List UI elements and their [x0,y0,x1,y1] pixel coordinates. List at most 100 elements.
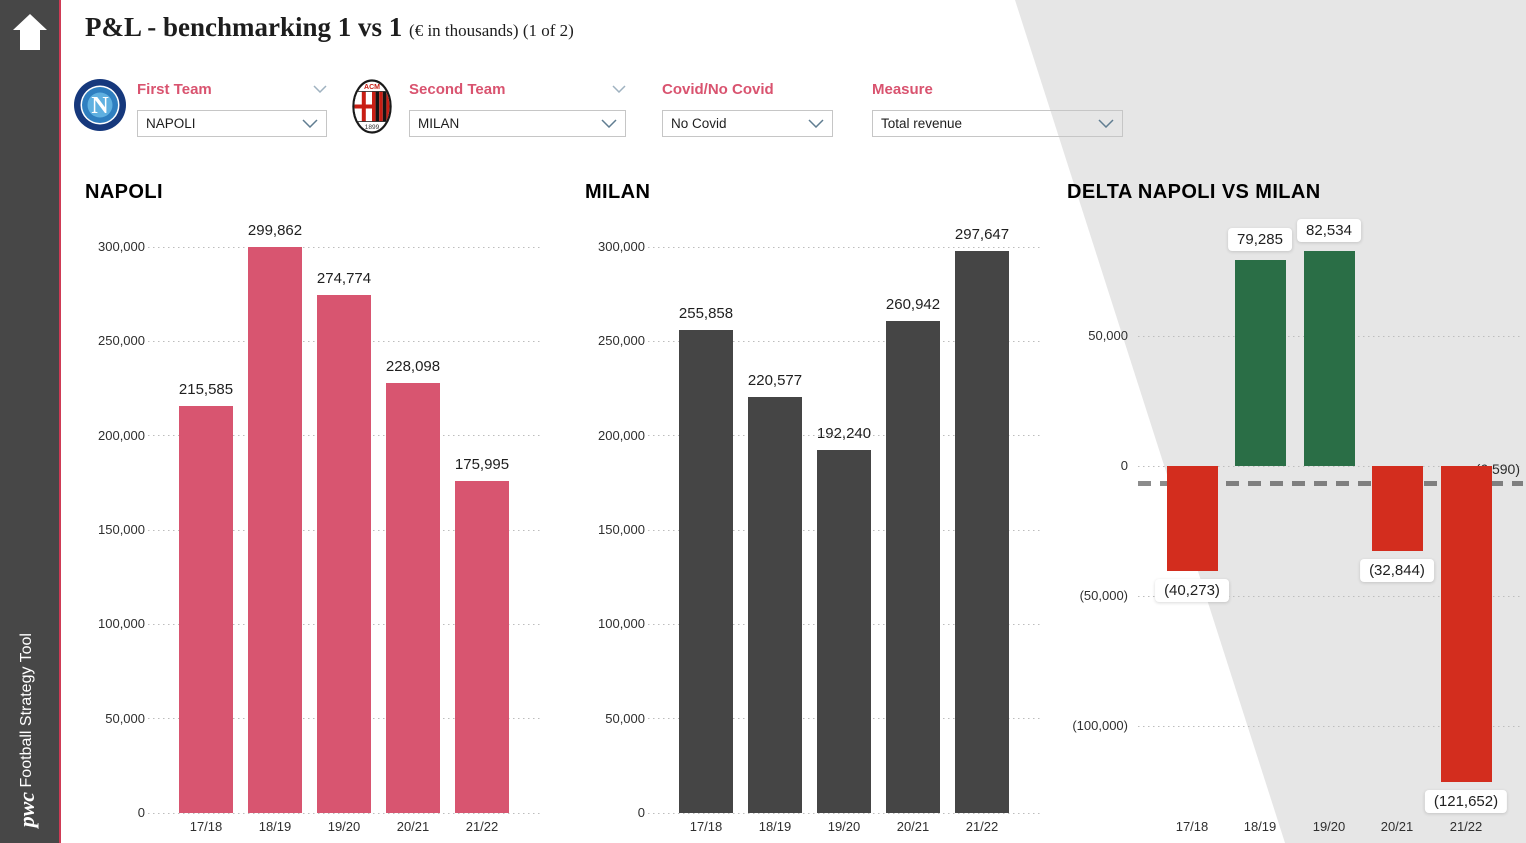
gridline [648,812,1040,814]
y-axis-tick: (50,000) [1079,588,1128,603]
filter-second-team: ACM 1899 Second Team MILAN [352,79,626,137]
covid-select[interactable]: No Covid [662,110,833,137]
x-axis-label: 19/20 [827,819,861,834]
y-axis-tick: (100,000) [1072,718,1128,733]
page-header: P&L - benchmarking 1 vs 1 (€ in thousand… [85,12,574,43]
y-axis-tick: 250,000 [98,333,145,349]
x-axis-label: 19/20 [1312,819,1346,834]
first-team-select-value: NAPOLI [146,116,196,131]
page-subtitle: (€ in thousands) (1 of 2) [409,21,574,40]
bar-18-19[interactable] [748,396,802,813]
x-axis-label: 17/18 [1175,819,1209,834]
bar-19-20[interactable] [817,450,871,813]
covid-select-value: No Covid [671,116,727,131]
filter-measure-label: Measure [872,80,933,98]
first-team-select[interactable]: NAPOLI [137,110,327,137]
y-axis-tick: 100,000 [598,616,645,632]
x-axis-label: 18/19 [1243,819,1277,834]
brand-product-name: Football Strategy Tool [18,632,35,788]
bar-21-22[interactable] [955,251,1009,813]
x-axis-label: 18/19 [258,819,292,834]
page-title: P&L - benchmarking 1 vs 1 (€ in thousand… [85,12,574,43]
bar-value-label: 297,647 [954,226,1010,244]
bar-value-label: 192,240 [816,425,872,443]
bar-20-21[interactable] [386,382,440,813]
milan-acm-text: ACM [364,84,380,91]
gridline [1138,595,1523,597]
bar-21-22[interactable] [455,480,509,813]
measure-select[interactable]: Total revenue [872,110,1123,137]
chevron-down-icon [302,119,318,128]
y-axis-tick: 50,000 [605,710,645,726]
bar-19-20[interactable] [317,294,371,813]
bar-17-18[interactable] [679,330,733,813]
gridline [148,246,540,248]
bar-18-19[interactable] [248,247,302,813]
x-axis-label: 17/18 [189,819,223,834]
x-axis-label: 20/21 [1380,819,1414,834]
average-line [1138,481,1523,487]
x-axis-label: 21/22 [965,819,999,834]
measure-select-value: Total revenue [881,116,963,131]
gridline [148,812,540,814]
bar-value-label: 299,862 [247,222,303,240]
bar-value-label: 260,942 [885,295,941,313]
chart-title-napoli: NAPOLI [85,181,163,203]
x-axis-label: 21/22 [465,819,499,834]
x-axis-label: 19/20 [327,819,361,834]
filter-measure-header: Measure [872,80,1123,98]
milan-crest-icon: ACM 1899 [352,79,392,134]
y-axis-tick: 100,000 [98,616,145,632]
y-axis-tick: 0 [637,805,645,820]
bar-value-label: 79,285 [1228,227,1292,251]
bar-value-label: 215,585 [178,381,234,399]
filter-measure: Measure Total revenue [872,80,1123,137]
second-team-select-value: MILAN [418,116,460,131]
bar-17-18[interactable] [179,406,233,813]
bar-value-label: (40,273) [1155,578,1229,602]
chart-title-milan: MILAN [585,181,651,203]
y-axis-tick: 0 [137,805,145,820]
x-axis-label: 20/21 [896,819,930,834]
milan-year-text: 1899 [365,124,380,131]
gridline [648,246,1040,248]
bar-21-22[interactable] [1440,466,1492,783]
gridline [648,340,1040,342]
home-button[interactable] [9,10,51,54]
bar-18-19[interactable] [1234,259,1286,466]
bar-value-label: 175,995 [454,455,510,473]
napoli-letter: N [91,93,109,119]
bar-17-18[interactable] [1166,466,1218,571]
filter-second-team-header: Second Team [409,80,626,98]
y-axis-tick: 300,000 [98,239,145,254]
chevron-down-icon[interactable] [313,85,327,93]
filter-covid-label: Covid/No Covid [662,80,774,98]
home-icon [13,14,47,50]
y-axis-tick: 250,000 [598,333,645,349]
bar-value-label: 255,858 [678,305,734,323]
sidebar: pwc Football Strategy Tool [0,0,61,843]
bar-value-label: 82,534 [1297,219,1361,243]
sidebar-brand: pwc Football Strategy Tool [14,633,40,827]
y-axis-tick: 200,000 [98,427,145,443]
chevron-down-icon[interactable] [612,85,626,93]
gridline [648,435,1040,437]
filter-first-team-header: First Team [137,80,327,98]
bar-20-21[interactable] [886,320,940,813]
filter-first-team: N First Team NAPOLI [74,79,327,137]
gridline [1138,725,1523,727]
bar-20-21[interactable] [1371,466,1423,552]
bar-value-label: 220,577 [747,371,803,389]
y-axis-tick: 50,000 [105,710,145,726]
chevron-down-icon [1098,119,1114,128]
second-team-select[interactable]: MILAN [409,110,626,137]
filter-covid: Covid/No Covid No Covid [662,80,833,137]
filter-first-team-label: First Team [137,80,212,98]
bar-19-20[interactable] [1303,251,1355,466]
y-axis-tick: 150,000 [98,522,145,537]
page-title-text: P&L - benchmarking 1 vs 1 [85,12,403,42]
y-axis-tick: 200,000 [598,427,645,443]
